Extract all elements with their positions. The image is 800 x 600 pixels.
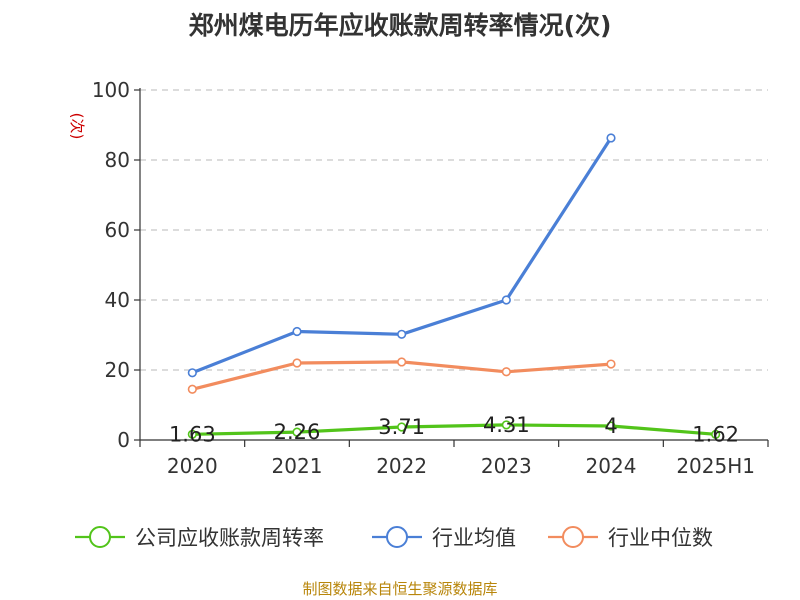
- legend-swatch-marker: [386, 526, 408, 548]
- y-tick-label: 80: [105, 148, 130, 172]
- y-axis-label: (次): [68, 113, 86, 140]
- data-point: [397, 422, 407, 432]
- data-point: [711, 429, 721, 439]
- data-point: [187, 429, 197, 439]
- data-label: 3.71: [378, 415, 425, 439]
- y-tick-label: 60: [105, 218, 130, 242]
- data-point: [501, 367, 511, 377]
- y-tick-label: 100: [92, 78, 130, 102]
- legend-swatch-marker: [89, 526, 111, 548]
- data-point: [606, 133, 616, 143]
- series-line: [192, 423, 716, 436]
- data-label: 1.63: [169, 422, 216, 446]
- data-point: [292, 326, 302, 337]
- data-label: 4: [604, 414, 617, 438]
- x-tick-label: 2024: [586, 454, 637, 478]
- data-point: [501, 420, 511, 430]
- data-label: 1.62: [692, 422, 739, 446]
- data-point: [187, 368, 197, 378]
- data-label: 4.31: [483, 413, 530, 437]
- legend-label: 行业均值: [432, 526, 516, 550]
- x-tick-label: 2021: [272, 454, 323, 478]
- data-point: [292, 358, 302, 368]
- y-tick-label: 40: [105, 288, 130, 312]
- data-point: [397, 329, 407, 339]
- data-point: [606, 421, 616, 431]
- y-tick-label: 0: [117, 428, 130, 452]
- data-point: [187, 384, 197, 394]
- data-point: [292, 427, 302, 437]
- data-label: 2.26: [274, 420, 321, 444]
- x-tick-label: 2020: [167, 454, 218, 478]
- x-tick-label: 2022: [376, 454, 427, 478]
- legend-swatch-marker: [562, 526, 584, 548]
- data-point: [397, 357, 407, 367]
- data-point: [606, 359, 616, 369]
- y-tick-label: 20: [105, 358, 130, 382]
- x-tick-label: 2025H1: [676, 454, 755, 478]
- data-point: [501, 295, 511, 305]
- legend-label: 公司应收账款周转率: [135, 526, 324, 550]
- chart-title: 郑州煤电历年应收账款周转率情况(次): [188, 11, 612, 40]
- legend-label: 行业中位数: [608, 526, 713, 550]
- x-tick-label: 2023: [481, 454, 532, 478]
- data-source-note: 制图数据来自恒生聚源数据库: [302, 580, 498, 598]
